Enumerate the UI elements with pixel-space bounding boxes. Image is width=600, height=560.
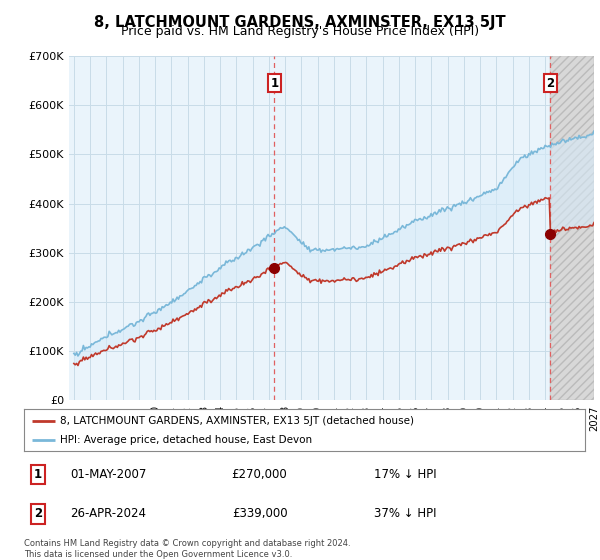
- Text: 37% ↓ HPI: 37% ↓ HPI: [374, 507, 437, 520]
- Text: 26-APR-2024: 26-APR-2024: [70, 507, 146, 520]
- Text: HPI: Average price, detached house, East Devon: HPI: Average price, detached house, East…: [61, 435, 313, 445]
- Text: 17% ↓ HPI: 17% ↓ HPI: [374, 468, 437, 481]
- Text: £270,000: £270,000: [232, 468, 287, 481]
- Text: 8, LATCHMOUNT GARDENS, AXMINSTER, EX13 5JT: 8, LATCHMOUNT GARDENS, AXMINSTER, EX13 5…: [94, 15, 506, 30]
- Bar: [550, 56, 594, 400]
- Bar: [69, 56, 550, 400]
- Text: 1: 1: [34, 468, 42, 481]
- Text: £339,000: £339,000: [232, 507, 287, 520]
- Text: 01-MAY-2007: 01-MAY-2007: [70, 468, 146, 481]
- Text: 1: 1: [270, 77, 278, 90]
- Text: Contains HM Land Registry data © Crown copyright and database right 2024.
This d: Contains HM Land Registry data © Crown c…: [24, 539, 350, 559]
- Text: 8, LATCHMOUNT GARDENS, AXMINSTER, EX13 5JT (detached house): 8, LATCHMOUNT GARDENS, AXMINSTER, EX13 5…: [61, 416, 415, 426]
- Text: 2: 2: [34, 507, 42, 520]
- Text: Price paid vs. HM Land Registry's House Price Index (HPI): Price paid vs. HM Land Registry's House …: [121, 25, 479, 38]
- Text: 2: 2: [547, 77, 554, 90]
